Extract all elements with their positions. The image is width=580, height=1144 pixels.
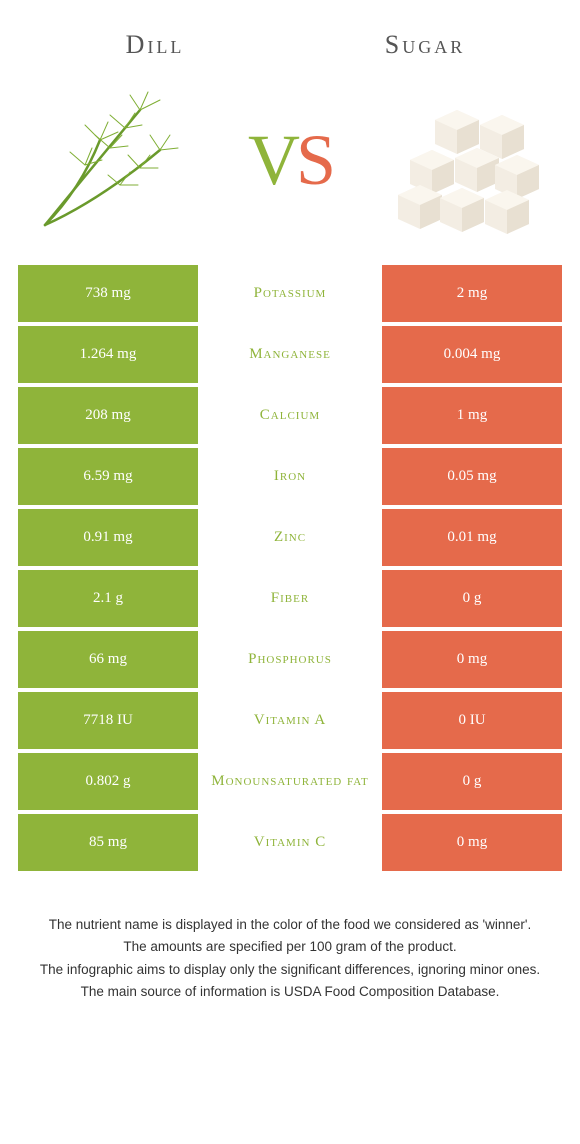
table-row: 6.59 mgIron0.05 mg (18, 448, 562, 505)
table-row: 1.264 mgManganese0.004 mg (18, 326, 562, 383)
dill-image (30, 80, 190, 240)
nutrient-label: Monounsaturated fat (198, 753, 382, 810)
header: Dill Sugar (0, 0, 580, 70)
table-row: 7718 IUVitamin A0 IU (18, 692, 562, 749)
right-value: 0 mg (382, 631, 562, 688)
nutrient-label: Calcium (198, 387, 382, 444)
right-value: 0.05 mg (382, 448, 562, 505)
right-value: 0 mg (382, 814, 562, 871)
hero-row: VS (0, 70, 580, 265)
right-value: 0.004 mg (382, 326, 562, 383)
left-value: 738 mg (18, 265, 198, 322)
nutrient-label: Iron (198, 448, 382, 505)
footnotes: The nutrient name is displayed in the co… (0, 875, 580, 1024)
left-value: 7718 IU (18, 692, 198, 749)
left-value: 0.91 mg (18, 509, 198, 566)
footnote-line: The amounts are specified per 100 gram o… (28, 937, 552, 957)
footnote-line: The main source of information is USDA F… (28, 982, 552, 1002)
footnote-line: The nutrient name is displayed in the co… (28, 915, 552, 935)
nutrient-label: Fiber (198, 570, 382, 627)
footnote-line: The infographic aims to display only the… (28, 960, 552, 980)
sugar-image (390, 80, 550, 240)
table-row: 738 mgPotassium2 mg (18, 265, 562, 322)
right-food-title: Sugar (290, 30, 560, 60)
nutrient-label: Zinc (198, 509, 382, 566)
left-value: 6.59 mg (18, 448, 198, 505)
vs-s: S (296, 119, 332, 202)
table-row: 66 mgPhosphorus0 mg (18, 631, 562, 688)
table-row: 0.91 mgZinc0.01 mg (18, 509, 562, 566)
nutrient-label: Manganese (198, 326, 382, 383)
right-value: 1 mg (382, 387, 562, 444)
vs-v: V (248, 119, 296, 202)
table-row: 208 mgCalcium1 mg (18, 387, 562, 444)
left-value: 0.802 g (18, 753, 198, 810)
left-value: 66 mg (18, 631, 198, 688)
right-value: 0.01 mg (382, 509, 562, 566)
left-food-title: Dill (20, 30, 290, 60)
nutrient-label: Potassium (198, 265, 382, 322)
right-value: 0 g (382, 753, 562, 810)
nutrient-label: Vitamin A (198, 692, 382, 749)
left-value: 1.264 mg (18, 326, 198, 383)
right-value: 2 mg (382, 265, 562, 322)
right-value: 0 g (382, 570, 562, 627)
vs-label: VS (248, 119, 332, 202)
left-value: 208 mg (18, 387, 198, 444)
left-value: 85 mg (18, 814, 198, 871)
left-value: 2.1 g (18, 570, 198, 627)
right-value: 0 IU (382, 692, 562, 749)
comparison-table: 738 mgPotassium2 mg1.264 mgManganese0.00… (0, 265, 580, 871)
table-row: 85 mgVitamin C0 mg (18, 814, 562, 871)
table-row: 0.802 gMonounsaturated fat0 g (18, 753, 562, 810)
table-row: 2.1 gFiber0 g (18, 570, 562, 627)
nutrient-label: Phosphorus (198, 631, 382, 688)
nutrient-label: Vitamin C (198, 814, 382, 871)
